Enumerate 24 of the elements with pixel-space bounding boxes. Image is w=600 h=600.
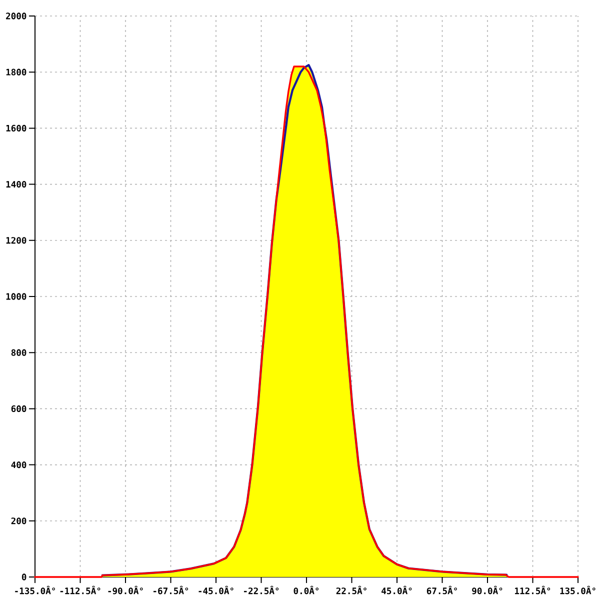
y-tick-label: 1200: [6, 237, 26, 244]
x-tick-label: -22.5Â°: [244, 586, 279, 594]
x-tick-label: -112.5Â°: [60, 586, 100, 594]
x-tick-label: -90.0Â°: [108, 586, 143, 594]
y-tick-label: 1800: [6, 68, 26, 76]
x-tick-label: 45.0Â°: [382, 586, 412, 594]
x-tick-label: -45.0Â°: [198, 586, 234, 594]
y-tick-label: 800: [11, 349, 26, 356]
y-tick-label: 200: [11, 518, 26, 524]
x-tick-label: -135.0Â°: [15, 586, 55, 594]
y-tick-label: 1000: [6, 293, 26, 300]
x-tick-label: 90.0Â°: [472, 586, 502, 594]
y-tick-label: 400: [11, 461, 26, 468]
x-tick-label: 67.5Â°: [426, 586, 457, 594]
y-tick-label: 2000: [6, 12, 26, 20]
x-tick-label: 0.0Â°: [294, 586, 319, 594]
x-tick-label: 22.5Â°: [336, 586, 366, 594]
x-tick-label: 112.5Â°: [515, 586, 550, 594]
x-tick-label: -67.5Â°: [154, 586, 188, 594]
y-tick-label: 1600: [6, 124, 26, 132]
x-tick-label: 135.0Â°: [560, 586, 596, 594]
y-tick-label: 600: [11, 405, 26, 412]
y-tick-label: 1400: [6, 180, 26, 188]
y-tick-label: 0: [22, 574, 26, 580]
